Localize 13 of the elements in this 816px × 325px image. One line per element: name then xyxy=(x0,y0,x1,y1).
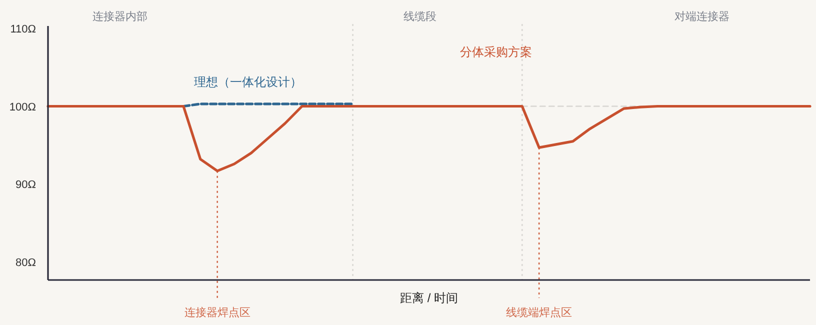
text: 线缆端焊点区 xyxy=(506,306,572,319)
text: 连接器内部 xyxy=(92,10,148,23)
y-tick-label: 90Ω xyxy=(16,179,36,192)
y-tick-label: 110Ω xyxy=(10,23,36,36)
text: 对端连接器 xyxy=(674,10,730,23)
text: 连接器焊点区 xyxy=(184,306,250,319)
y-tick-label: 100Ω xyxy=(9,101,36,114)
line-series xyxy=(46,104,812,172)
y-tick-label: 80Ω xyxy=(16,257,36,270)
text: 线缆段 xyxy=(404,10,436,23)
series-label: 理想（一体化设计） xyxy=(194,75,302,89)
x-axis-title: 距离 / 时间 xyxy=(400,291,458,305)
text: 分体采购方案 xyxy=(460,45,532,59)
